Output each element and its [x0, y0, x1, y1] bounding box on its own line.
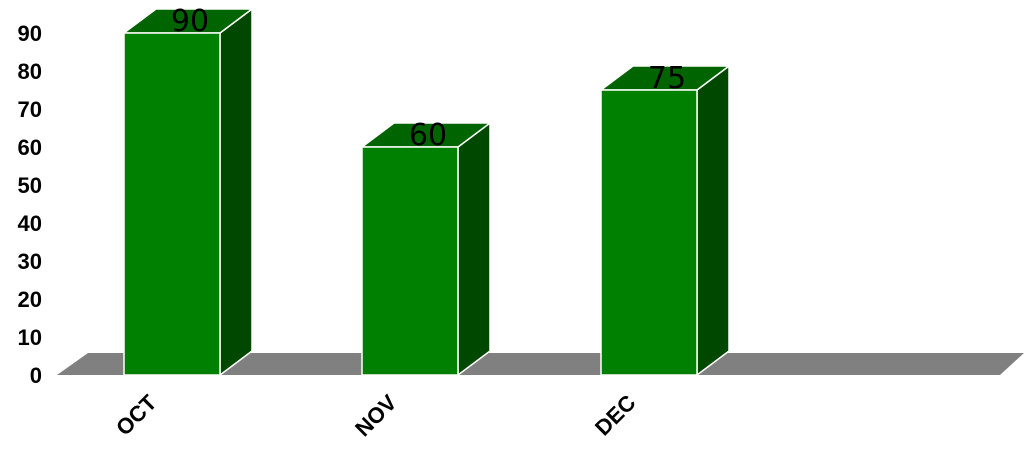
- y-tick-label: 10: [18, 325, 42, 350]
- x-tick-label: NOV: [350, 390, 402, 442]
- bar-front-face: [123, 32, 221, 376]
- bar-front-face: [600, 89, 698, 376]
- bar-front-face: [361, 146, 459, 376]
- y-tick-label: 80: [18, 59, 42, 84]
- y-tick-label: 70: [18, 97, 42, 122]
- y-tick-label: 20: [18, 287, 42, 312]
- bar-side-face: [696, 65, 730, 376]
- data-label: 75: [648, 61, 686, 96]
- y-tick-label: 90: [18, 21, 42, 46]
- y-tick-label: 0: [30, 363, 42, 388]
- bar-oct: 90: [123, 4, 253, 376]
- bar-nov: 60: [361, 118, 491, 376]
- bar-side-face: [457, 122, 491, 376]
- bar-dec: 75: [600, 61, 730, 376]
- y-tick-label: 40: [18, 211, 42, 236]
- y-tick-label: 30: [18, 249, 42, 274]
- data-label: 90: [171, 4, 209, 39]
- chart-floor: [57, 353, 1024, 375]
- x-tick-label: OCT: [111, 389, 162, 440]
- data-label: 60: [409, 118, 447, 153]
- x-tick-label: DEC: [590, 390, 641, 441]
- bar-side-face: [219, 8, 253, 376]
- y-tick-label: 50: [18, 173, 42, 198]
- y-tick-label: 60: [18, 135, 42, 160]
